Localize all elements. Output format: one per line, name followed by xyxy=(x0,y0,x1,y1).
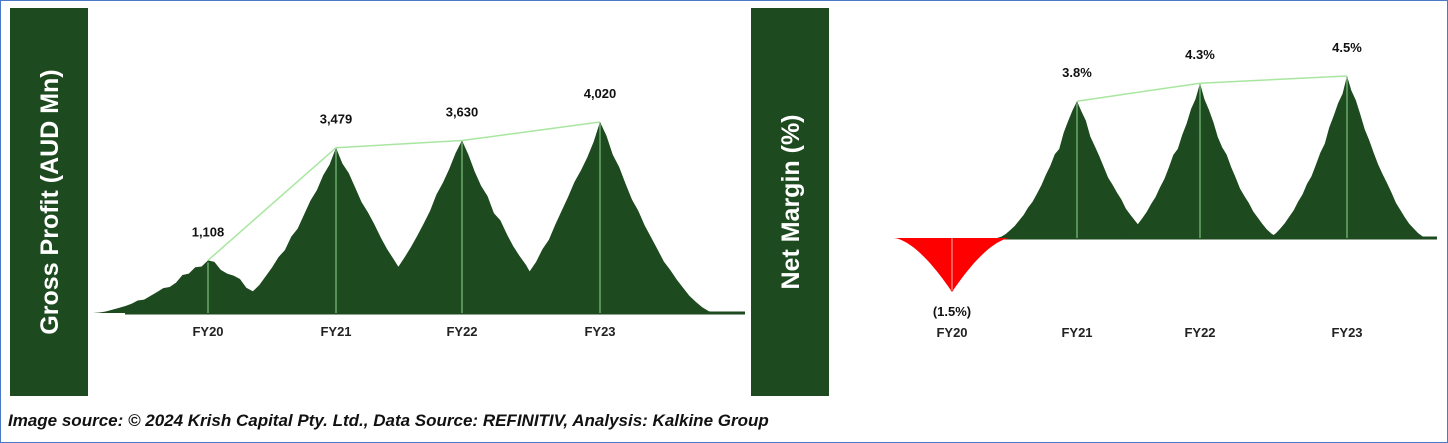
trend-line xyxy=(207,121,601,261)
banner xyxy=(10,8,88,396)
data-label: 4,020 xyxy=(584,86,617,101)
x-tick-label: FY22 xyxy=(446,324,477,339)
x-tick-label: FY21 xyxy=(320,324,351,339)
data-label: 4.5% xyxy=(1332,40,1362,55)
source-note: Image source: © 2024 Krish Capital Pty. … xyxy=(8,411,769,430)
x-tick-label: FY23 xyxy=(1331,325,1362,340)
banner-title: Net Margin (%) xyxy=(777,115,805,290)
x-tick-label: FY22 xyxy=(1184,325,1215,340)
trend-line xyxy=(1076,75,1348,102)
data-label: (1.5%) xyxy=(933,304,971,319)
x-tick-label: FY21 xyxy=(1061,325,1092,340)
data-label: 4.3% xyxy=(1185,47,1215,62)
x-tick-label: FY20 xyxy=(936,325,967,340)
x-tick-label: FY23 xyxy=(584,324,615,339)
data-label: 1,108 xyxy=(192,224,225,239)
data-label: 3,630 xyxy=(446,105,479,120)
x-tick-label: FY20 xyxy=(192,324,223,339)
banner-title: Gross Profit (AUD Mn) xyxy=(36,69,64,334)
banner xyxy=(751,8,829,396)
data-label: 3,479 xyxy=(320,112,353,127)
data-label: 3.8% xyxy=(1062,65,1092,80)
